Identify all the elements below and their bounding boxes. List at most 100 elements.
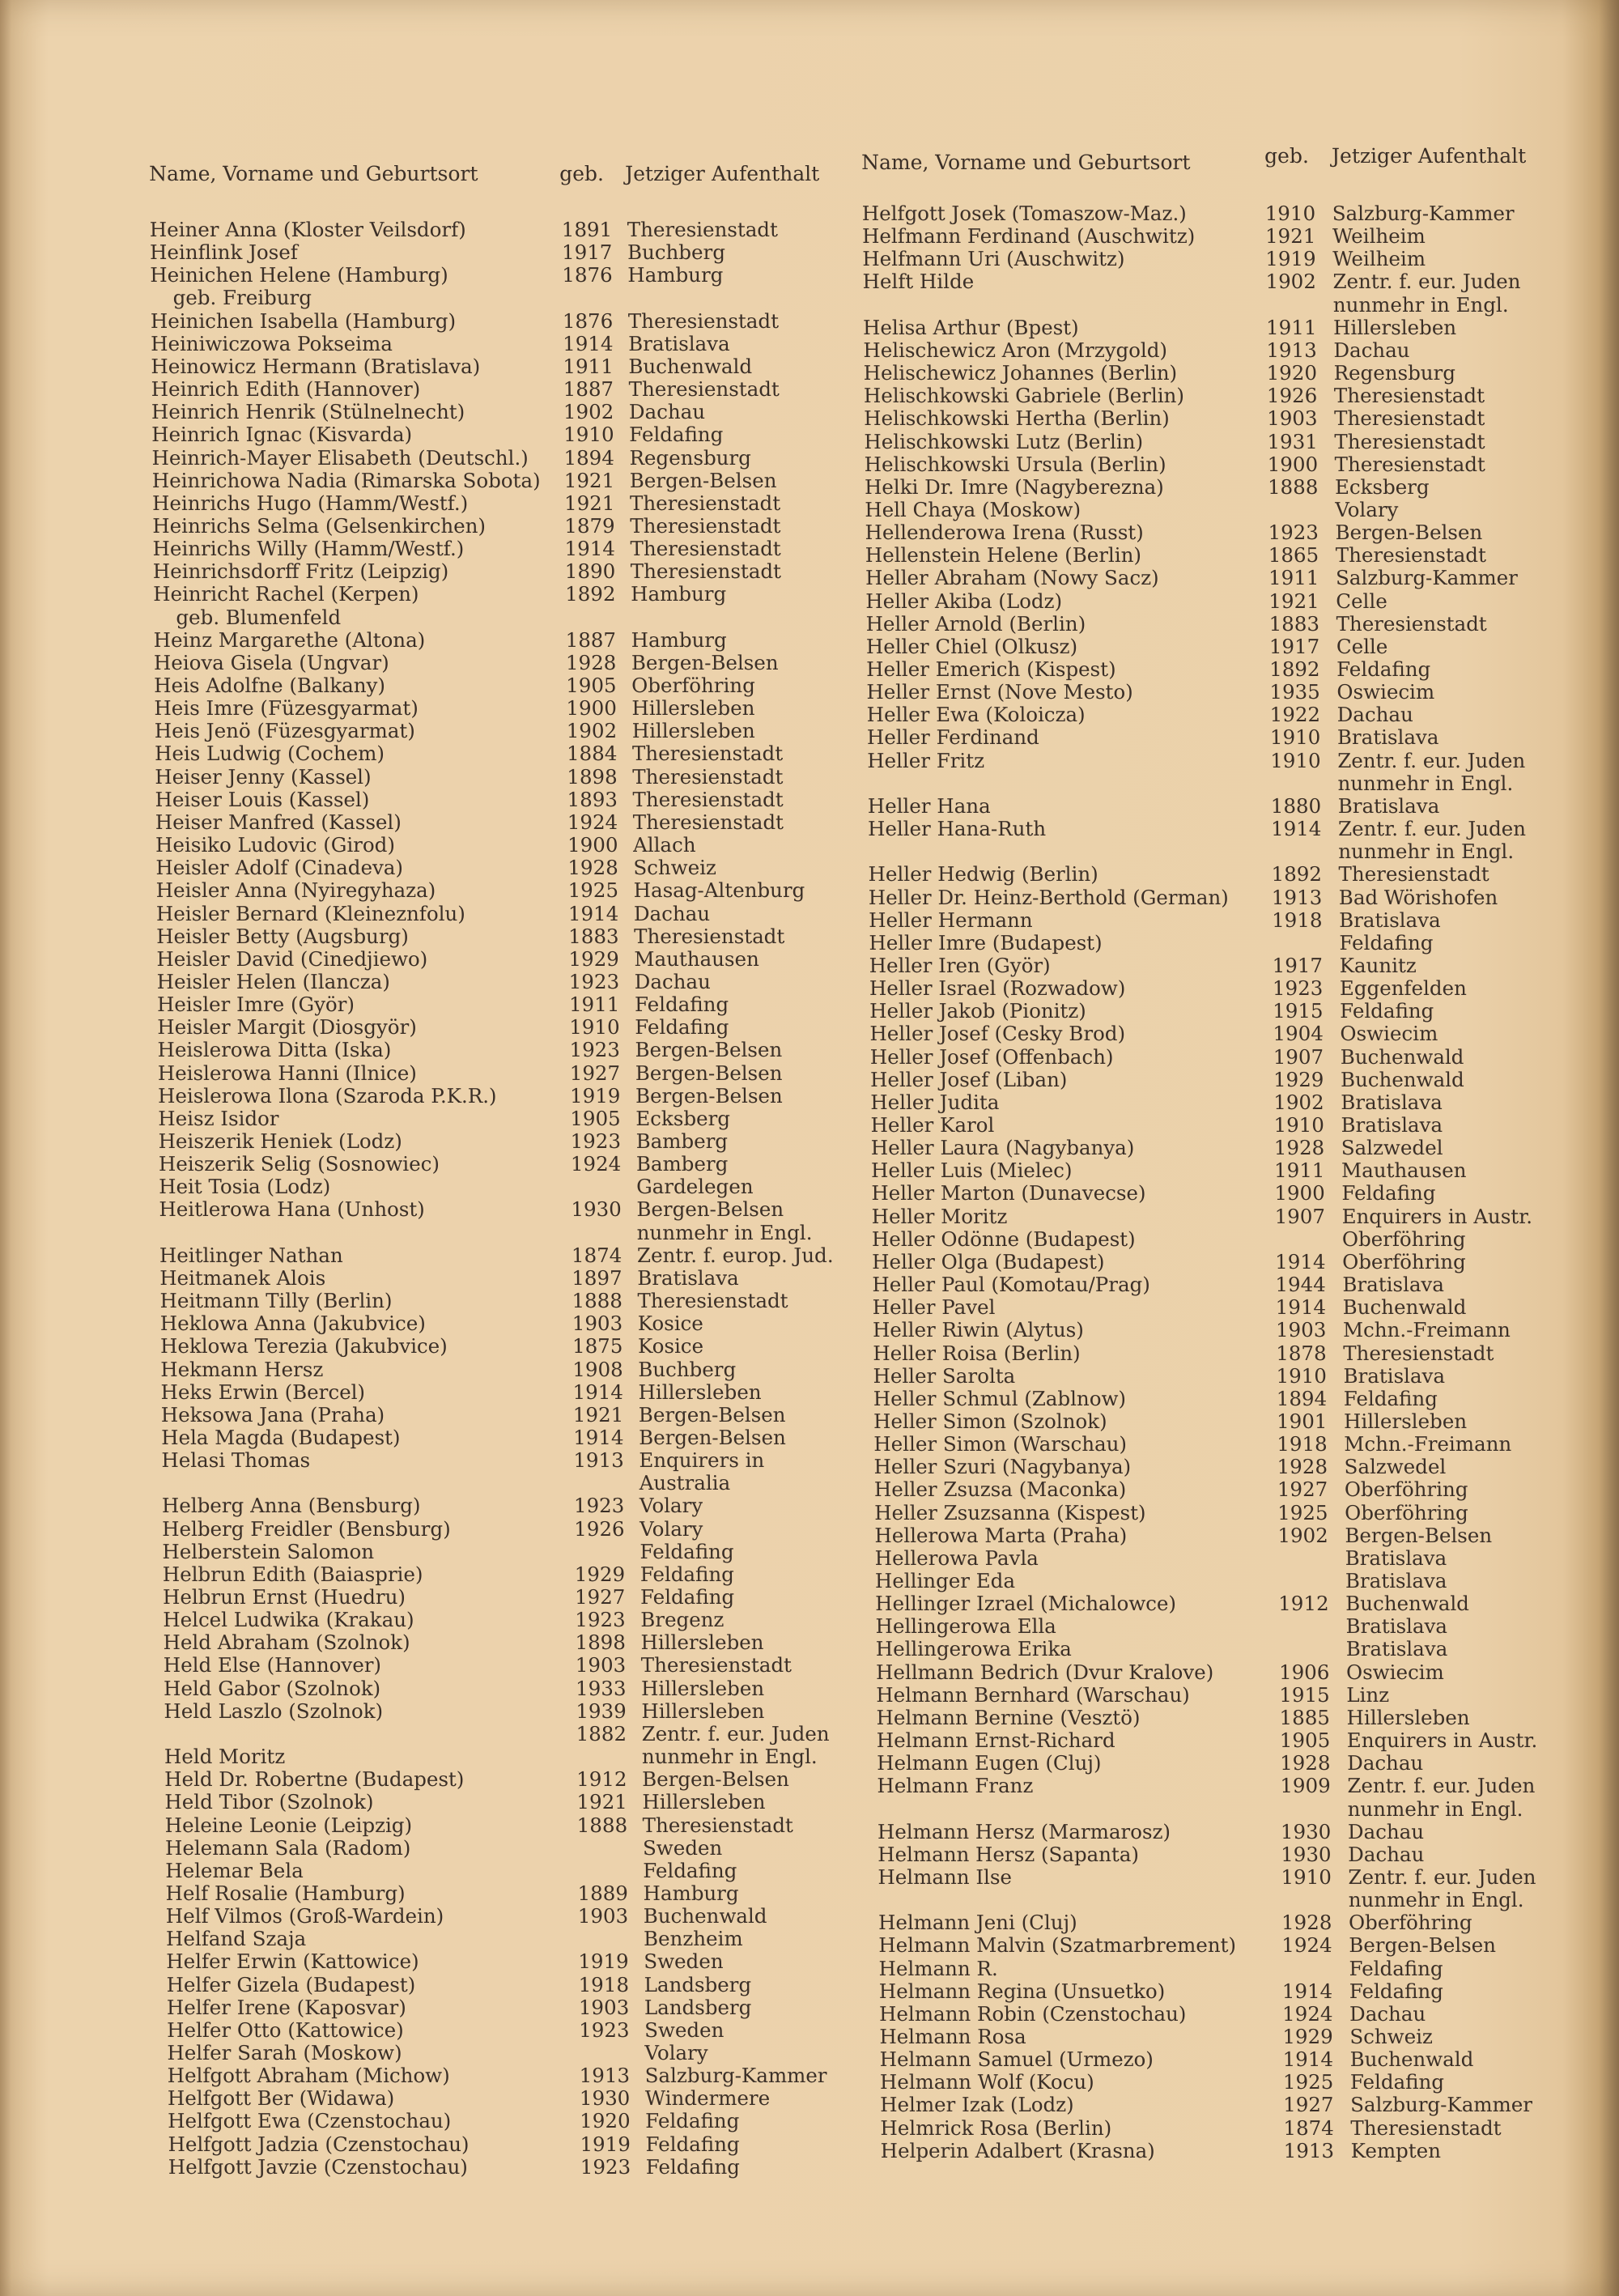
entry-name: Heller Marton (Dunavecse) (871, 1181, 1146, 1205)
entry-current-location: Theresienstadt (631, 742, 784, 766)
list-entry: Heinz Margarethe (Altona) 1887 Hamburg (154, 628, 882, 652)
entry-name: Helfgott Josek (Tomaszow-Maz.) (861, 202, 1187, 225)
list-entry: Heislerowa Ilona (Szaroda P.K.R.) 1919 Ber… (158, 1083, 886, 1108)
entry-current-location: Bergen-Belsen (635, 1083, 783, 1108)
entry-current-location: Feldafing (1340, 999, 1434, 1023)
list-entry: Helmann Malvin (Szatmarbrement) 1924 Berge… (878, 1933, 1607, 1957)
entry-current-location: Hasag-Altenburg (633, 878, 805, 903)
entry-current-location: Zentr. f. europ. Jud. (636, 1243, 834, 1267)
entry-birth-year: 1894 (1276, 1386, 1328, 1410)
entry-current-location: Bergen-Belsen (1335, 521, 1483, 545)
list-entry: Heller Chiel (Olkusz) 1917 Celle (866, 635, 1595, 658)
entry-name: Heiova Gisela (Ungvar) (153, 650, 389, 674)
entry-birth-year: 1912 (576, 1767, 627, 1792)
entry-name: Heisz Isidor (158, 1106, 279, 1130)
list-entry: Heiser Jenny (Kassel) 1898 Theresienstadt (155, 765, 883, 789)
entry-current-location: Enquirers in Austr. (1346, 1728, 1538, 1753)
entry-current-location: Theresienstadt (628, 377, 780, 402)
entry-name: Heller Imre (Budapest) (869, 930, 1103, 955)
list-entry: Heller Josef (Liban) 1929 Buchenwald (869, 1067, 1599, 1091)
list-entry: Helfgott Javzie (Czenstochau) 1923 Feldafi… (168, 2155, 897, 2179)
entry-current-location: Oberföhring (631, 674, 755, 697)
entry-birth-year: 1894 (563, 445, 615, 470)
entry-name: Heller Ferdinand (866, 725, 1039, 750)
entry-birth-year: 1905 (570, 1106, 621, 1130)
list-entry: Held Gabor (Szolnok) 1933 Hillersleben (164, 1677, 892, 1700)
entry-current-location: Feldafing (640, 1539, 734, 1563)
list-entry: Heiszerik Heniek (Lodz) 1923 Bamberg (158, 1129, 886, 1153)
entry-name: Heinrich Henrik (Stülnelnecht) (151, 400, 465, 424)
entry-birth-year: 1876 (562, 263, 613, 287)
entry-birth-year: 1910 (1273, 1113, 1325, 1137)
entry-current-location: Bratislava (1336, 725, 1439, 750)
entry-birth-year: 1923 (569, 1038, 621, 1062)
entry-birth-year: 1933 (575, 1676, 627, 1700)
list-entry: Hellingerowa Ella Bratislava (875, 1614, 1604, 1638)
list-entry: Helfgott Jadzia (Czenstochau) 1919 Feldafi… (168, 2132, 896, 2156)
entry-birth-year: 1921 (563, 491, 615, 515)
entry-name: Heller Josef (Cesky Brod) (869, 1022, 1126, 1046)
entry-birth-year: 1926 (1266, 384, 1318, 408)
entry-name: Heller Josef (Liban) (869, 1067, 1068, 1091)
entry-current-location: Theresienstadt (1334, 406, 1485, 431)
entry-birth-year: 1910 (563, 423, 614, 447)
list-entry: Heller Iren (Györ) 1917 Kaunitz (869, 954, 1598, 977)
list-entry: Heklowa Anna (Jakubvice) 1903 Kosice (160, 1312, 889, 1335)
entry-birth-year: 1914 (572, 1425, 624, 1449)
list-entry: Helmann Rosa 1929 Schweiz (879, 2025, 1608, 2048)
entry-current-location: Theresienstadt (634, 924, 785, 948)
entry-birth-year: 1918 (1277, 1432, 1328, 1456)
entry-name: Heinrichs Hugo (Hamm/Westf.) (151, 491, 469, 515)
entry-current-location: Hillersleben (1346, 1705, 1470, 1729)
entry-birth-year: 1927 (1283, 2093, 1334, 2117)
entry-name: Helfer Gizela (Budapest) (166, 1972, 416, 1996)
list-entry: Australia (162, 1471, 890, 1495)
list-entry: Hellerowa Marta (Praha) 1902 Bergen-Belsen (874, 1524, 1603, 1547)
entry-birth-year: 1911 (1265, 315, 1317, 339)
list-entry: Helfgott Ber (Widawa) 1930 Windermere (168, 2086, 896, 2110)
entry-name: Helischkowski Gabriele (Berlin) (863, 384, 1185, 408)
entry-name: Helmann Ernst-Richard (876, 1728, 1115, 1753)
entry-name: Heinrich Edith (Hannover) (151, 377, 421, 402)
entry-name: Heleine Leonie (Leipzig) (164, 1813, 413, 1837)
entry-name: Hellerowa Marta (Praha) (874, 1523, 1128, 1547)
entry-name: Heinricht Rachel (Kerpen) (152, 582, 419, 606)
list-entry: Held Dr. Robertne (Budapest) 1912 Bergen-B… (164, 1767, 893, 1792)
entry-birth-year: 1914 (564, 537, 616, 561)
entry-current-location: Ecksberg (635, 1106, 731, 1130)
list-entry: Heller Roisa (Berlin) 1878 Theresienstadt (873, 1341, 1601, 1365)
entry-current-location: Bratislava (1343, 1363, 1446, 1388)
entry-name: Heisler Bernard (Kleineznfolu) (155, 901, 465, 925)
entry-name: Helmann R. (878, 1956, 998, 1980)
entry-birth-year: 1928 (1277, 1455, 1328, 1479)
entry-current-location: Buchenwald (1340, 1044, 1464, 1069)
entry-current-location: Zentr. f. eur. Juden (641, 1721, 830, 1745)
list-entry: Heller Paul (Komotau/Prag) 1944 Bratislava (872, 1273, 1600, 1296)
list-entry: Heller Schmul (Zablnow) 1894 Feldafing (873, 1386, 1602, 1410)
entry-name: Helfer Sarah (Moskow) (167, 2041, 402, 2064)
entry-current-location: Dachau (633, 901, 711, 925)
entry-name: Heklowa Terezia (Jakubvice) (159, 1334, 448, 1358)
entry-current-location: Ecksberg (1334, 474, 1430, 499)
entry-name: Heitlinger Nathan (159, 1243, 343, 1267)
entry-birth-year: 1903 (1267, 406, 1318, 431)
entry-current-location: nunmehr in Engl. (1338, 840, 1515, 864)
entry-name: Hellenstein Helene (Berlin) (865, 543, 1142, 568)
entry-current-location: Feldafing (1349, 1979, 1444, 2003)
list-entry: Helfgott Abraham (Michow) 1913 Salzburg-Ka… (168, 2064, 896, 2087)
entry-birth-year: 1925 (1282, 2070, 1334, 2094)
entry-current-location: Hillersleben (1343, 1409, 1468, 1433)
entry-name: Helmann Rosa (879, 2025, 1026, 2048)
entry-birth-year: 1922 (1269, 703, 1321, 727)
entry-name: Heller Sarolta (873, 1363, 1016, 1388)
entry-current-location: Bratislava (637, 1265, 739, 1290)
entry-current-location: Dachau (1333, 338, 1410, 362)
entry-name: Helmrick Rosa (Berlin) (880, 2115, 1112, 2140)
list-entry: Helmann Hersz (Marmarosz) 1930 Dachau (877, 1820, 1606, 1843)
list-entry: Heisler Anna (Nyiregyhaza) 1925 Hasag-Alte… (155, 878, 885, 903)
entry-current-location: Volary (640, 1516, 703, 1541)
entry-birth-year: 1903 (1275, 1318, 1327, 1342)
list-entry: Heller Zsuzsanna (Kispest) 1925 Oberföhrin… (874, 1501, 1603, 1524)
entry-birth-year: 1884 (566, 742, 618, 766)
entry-birth-year: 1888 (1267, 474, 1319, 499)
